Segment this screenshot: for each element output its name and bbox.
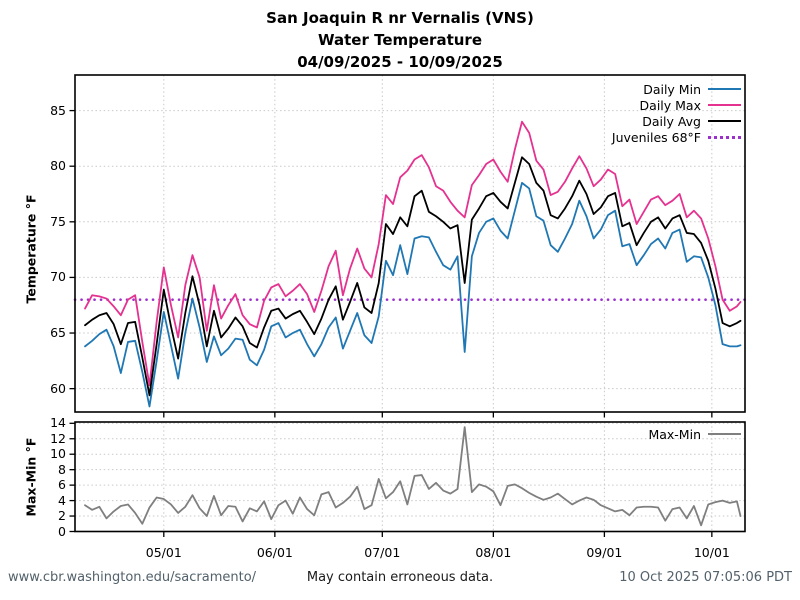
footer-timestamp: 10 Oct 2025 07:05:06 PDT bbox=[619, 570, 792, 585]
footer-disclaimer: May contain erroneous data. bbox=[306, 570, 494, 585]
x-tick-label: 10/01 bbox=[693, 545, 730, 560]
main-y-tick-label: 80 bbox=[50, 158, 66, 174]
legend-swatch-juveniles bbox=[708, 135, 741, 139]
main-y-tick-label: 65 bbox=[50, 325, 66, 341]
main-y-tick-label: 75 bbox=[50, 213, 66, 229]
maxmin-y-tick-label: 6 bbox=[58, 477, 66, 493]
legend-item-daily-min: Daily Min bbox=[643, 81, 741, 97]
legend-label-daily-avg: Daily Avg bbox=[642, 113, 701, 129]
legend-swatch-maxmin bbox=[708, 433, 741, 435]
maxmin-y-tick-label: 0 bbox=[58, 523, 66, 539]
chart-title-line2: Water Temperature bbox=[318, 31, 482, 49]
maxmin-legend: Max-Min bbox=[648, 426, 741, 442]
legend-label-juveniles: Juveniles 68°F bbox=[611, 129, 701, 145]
legend-label-daily-min: Daily Min bbox=[643, 81, 701, 97]
legend-item-maxmin: Max-Min bbox=[648, 426, 741, 442]
main-y-tick-label: 60 bbox=[50, 380, 66, 396]
legend-item-juveniles: Juveniles 68°F bbox=[612, 129, 741, 145]
chart-title-line1: San Joaquin R nr Vernalis (VNS) bbox=[266, 9, 534, 27]
chart-title-line3: 04/09/2025 - 10/09/2025 bbox=[297, 53, 503, 71]
main-legend: Daily Min Daily Max Daily Avg Juveniles … bbox=[612, 81, 741, 145]
legend-label-daily-max: Daily Max bbox=[639, 97, 701, 113]
legend-item-daily-max: Daily Max bbox=[640, 97, 741, 113]
legend-swatch-daily-max bbox=[708, 104, 741, 106]
maxmin-y-tick-label: 12 bbox=[50, 430, 66, 446]
legend-swatch-daily-min bbox=[708, 88, 741, 90]
x-tick-label: 09/01 bbox=[586, 545, 623, 560]
legend-label-maxmin: Max-Min bbox=[648, 426, 701, 442]
y-axis-title-temperature: Temperature °F bbox=[23, 194, 39, 304]
legend-item-daily-avg: Daily Avg bbox=[642, 113, 741, 129]
maxmin-y-tick-label: 4 bbox=[58, 492, 66, 508]
maxmin-y-tick-label: 14 bbox=[50, 415, 66, 431]
main-y-tick-label: 70 bbox=[50, 269, 66, 285]
main-y-tick-label: 85 bbox=[50, 102, 66, 118]
legend-swatch-daily-avg bbox=[708, 120, 741, 122]
footer-url: www.cbr.washington.edu/sacramento/ bbox=[8, 570, 257, 585]
x-tick-label: 05/01 bbox=[145, 545, 182, 560]
x-tick-label: 08/01 bbox=[475, 545, 512, 560]
maxmin-y-tick-label: 2 bbox=[58, 508, 66, 524]
chart-title: San Joaquin R nr Vernalis (VNS) Water Te… bbox=[0, 7, 800, 73]
x-tick-label: 06/01 bbox=[256, 545, 293, 560]
x-tick-label: 07/01 bbox=[364, 545, 401, 560]
maxmin-y-tick-label: 10 bbox=[50, 446, 66, 462]
maxmin-y-tick-label: 8 bbox=[58, 461, 66, 477]
